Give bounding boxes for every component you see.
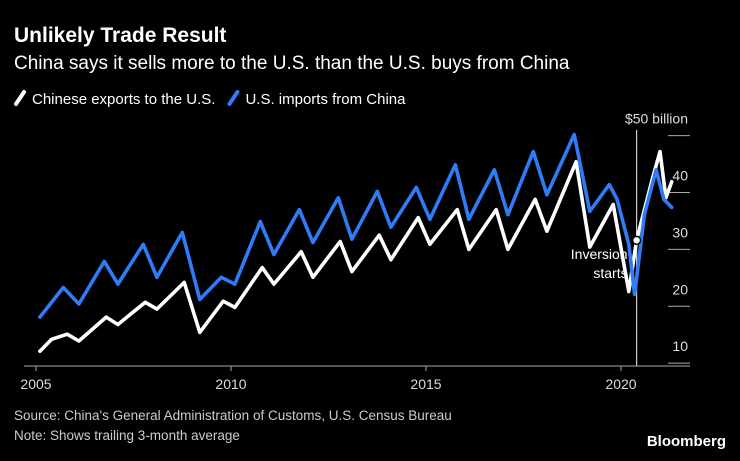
x-tick-label: 2005 <box>20 376 51 392</box>
legend-label: U.S. imports from China <box>245 91 406 108</box>
series-line <box>38 149 674 353</box>
legend: Chinese exports to the U.S. U.S. imports … <box>14 90 406 108</box>
x-tick-label: 2010 <box>215 376 246 392</box>
y-tick-label: $50 billion <box>625 111 688 127</box>
annotation-text: Inversion <box>571 246 628 262</box>
x-tick-label: 2015 <box>410 376 441 392</box>
y-tick-label: 40 <box>672 168 688 184</box>
x-tick-label: 2020 <box>605 376 636 392</box>
y-tick-label: 30 <box>672 224 688 240</box>
chart-title: Unlikely Trade Result <box>14 24 226 47</box>
series-line <box>38 132 674 319</box>
legend-swatch <box>14 90 26 106</box>
legend-swatch <box>227 90 240 106</box>
chart-subtitle: China says it sells more to the U.S. tha… <box>14 53 570 74</box>
annotation-text: starts <box>593 265 627 281</box>
brand: Bloomberg <box>647 433 726 450</box>
y-tick-label: 10 <box>672 338 688 354</box>
legend-label: Chinese exports to the U.S. <box>32 91 215 108</box>
source: Source: China's General Administration o… <box>14 408 452 423</box>
annotation-dot <box>631 235 642 246</box>
y-tick-label: 20 <box>672 281 688 297</box>
note: Note: Shows trailing 3-month average <box>14 428 240 443</box>
